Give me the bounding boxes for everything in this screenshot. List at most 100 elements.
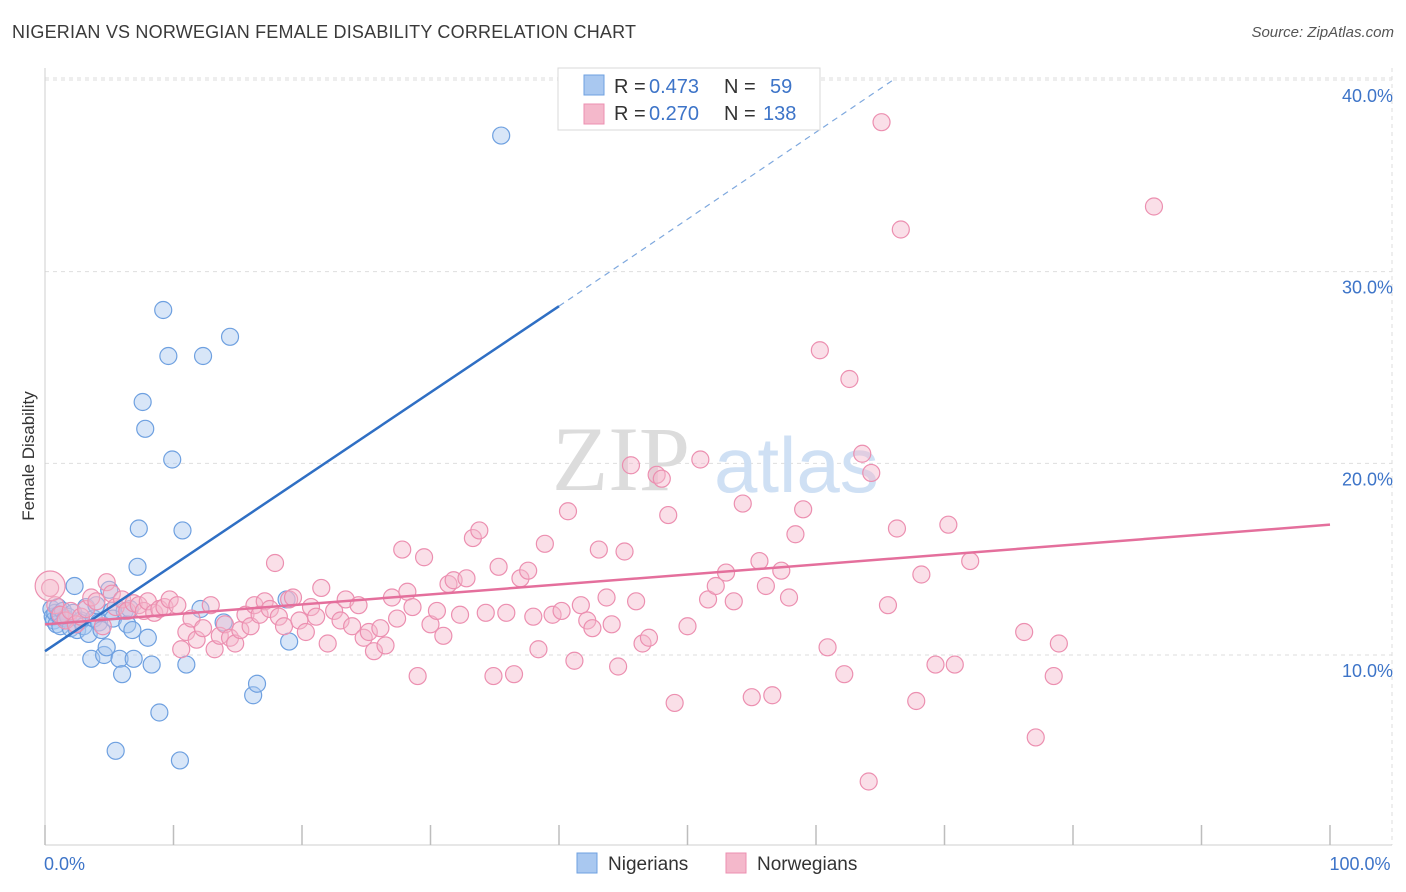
watermark-atlas: atlas: [714, 421, 879, 509]
norwegian-point: [484, 666, 503, 686]
nigerian-point: [118, 615, 137, 634]
norwegian-point: [552, 601, 571, 621]
norwegian-point: [519, 561, 538, 580]
norwegian-point: [835, 665, 854, 684]
norwegian-point: [589, 540, 608, 559]
norwegian-point: [659, 505, 678, 525]
x-tick-label: 0.0%: [44, 854, 85, 874]
norwegian-point: [434, 626, 453, 645]
norwegian-point: [862, 463, 881, 483]
legend-n-value-norwegians: 138: [763, 103, 796, 125]
nigerian-point: [128, 557, 147, 576]
norwegian-point: [250, 605, 269, 624]
norwegian-point: [853, 444, 872, 463]
norwegian-point: [794, 500, 813, 519]
bottom-legend-label-norwegians: Norwegians: [757, 854, 857, 875]
norwegian-point: [93, 617, 112, 636]
norwegian-point: [470, 521, 489, 540]
norwegian-point: [779, 588, 799, 607]
norwegian-point: [129, 596, 148, 615]
norwegian-point: [403, 597, 422, 617]
norwegian-point: [887, 519, 907, 538]
norwegian-point: [450, 605, 470, 624]
norwegian-point: [61, 601, 80, 621]
x-tick-label: 100.0%: [1329, 854, 1390, 874]
norwegian-point: [408, 666, 427, 686]
norwegian-point: [840, 369, 859, 389]
norwegian-point: [763, 686, 782, 705]
norwegian-point: [724, 592, 743, 611]
norwegian-point: [621, 456, 641, 475]
norwegian-point: [77, 599, 96, 619]
norwegian-point: [312, 578, 331, 598]
y-tick-label: 30.0%: [1342, 278, 1393, 298]
bottom-legend-label-nigerians: Nigerians: [608, 854, 688, 875]
norwegian-point: [1044, 666, 1063, 686]
norwegian-point: [457, 569, 476, 588]
norwegian-point: [652, 469, 671, 488]
norwegian-point: [529, 640, 548, 659]
y-tick-label: 40.0%: [1342, 86, 1393, 106]
norwegian-point: [1015, 622, 1034, 642]
norwegian-point: [201, 596, 220, 615]
nigerian-point: [173, 521, 192, 540]
legend: R = 0.473 N = 59 R = 0.270 N = 138: [557, 67, 821, 131]
nigerian-point: [247, 674, 267, 693]
norwegian-point: [961, 551, 980, 571]
watermark: ZIP atlas: [552, 408, 879, 510]
trend-lines: [44, 79, 1331, 653]
nigerian-point: [154, 300, 173, 320]
norwegian-point: [639, 628, 659, 647]
legend-swatch-norwegians: [583, 103, 605, 125]
norwegian-point: [220, 628, 240, 647]
nigerian-point: [280, 632, 299, 651]
norwegian-point: [87, 592, 106, 611]
norwegian-point: [414, 548, 434, 567]
norwegian-point: [926, 655, 945, 674]
nigerian-point: [170, 751, 190, 770]
norwegian-point: [698, 590, 718, 609]
norwegian-point: [172, 640, 191, 659]
norwegian-point: [359, 622, 378, 642]
bottom-legend: Nigerians Norwegians: [576, 852, 857, 875]
nigerian-point: [142, 655, 161, 674]
norwegian-point: [371, 619, 390, 638]
norwegian-point: [376, 636, 395, 655]
norwegian-point: [706, 576, 725, 596]
norwegian-point: [205, 640, 224, 659]
nigerian-point: [163, 450, 182, 469]
legend-swatch-nigerians: [583, 74, 605, 96]
norwegian-point: [602, 615, 621, 634]
nigerian-point: [124, 649, 143, 668]
nigerian-point: [193, 346, 213, 366]
y-tick-label: 20.0%: [1342, 469, 1393, 489]
norwegian-point: [891, 220, 910, 239]
norwegian-point: [535, 534, 554, 553]
nigerian-point: [136, 419, 155, 438]
norwegian-point: [583, 619, 602, 638]
norwegian-point: [354, 628, 373, 647]
norwegian-point: [274, 617, 294, 636]
legend-n-label-nigerians: N =: [724, 76, 761, 98]
norwegian-point: [168, 596, 187, 615]
norwegian-point: [489, 557, 508, 576]
norwegian-point: [750, 551, 769, 571]
nigerian-trend-line: [44, 305, 560, 653]
legend-r-label-nigerians: R =: [614, 76, 651, 98]
norwegian-point: [945, 655, 964, 674]
norwegian-point: [939, 515, 958, 534]
norwegian-point: [571, 596, 590, 615]
norwegian-point: [810, 341, 829, 360]
norwegian-point: [691, 450, 710, 469]
nigerian-point: [129, 519, 148, 538]
norwegian-point: [872, 113, 891, 132]
watermark-zip: ZIP: [552, 408, 690, 510]
norwegian-point: [476, 603, 495, 622]
axes: [44, 68, 1392, 846]
y-tick-label: 10.0%: [1342, 661, 1393, 681]
norwegian-point: [343, 617, 362, 636]
legend-n-label-norwegians: N =: [724, 103, 761, 125]
norwegian-point: [859, 772, 878, 791]
norwegian-point: [597, 588, 616, 607]
